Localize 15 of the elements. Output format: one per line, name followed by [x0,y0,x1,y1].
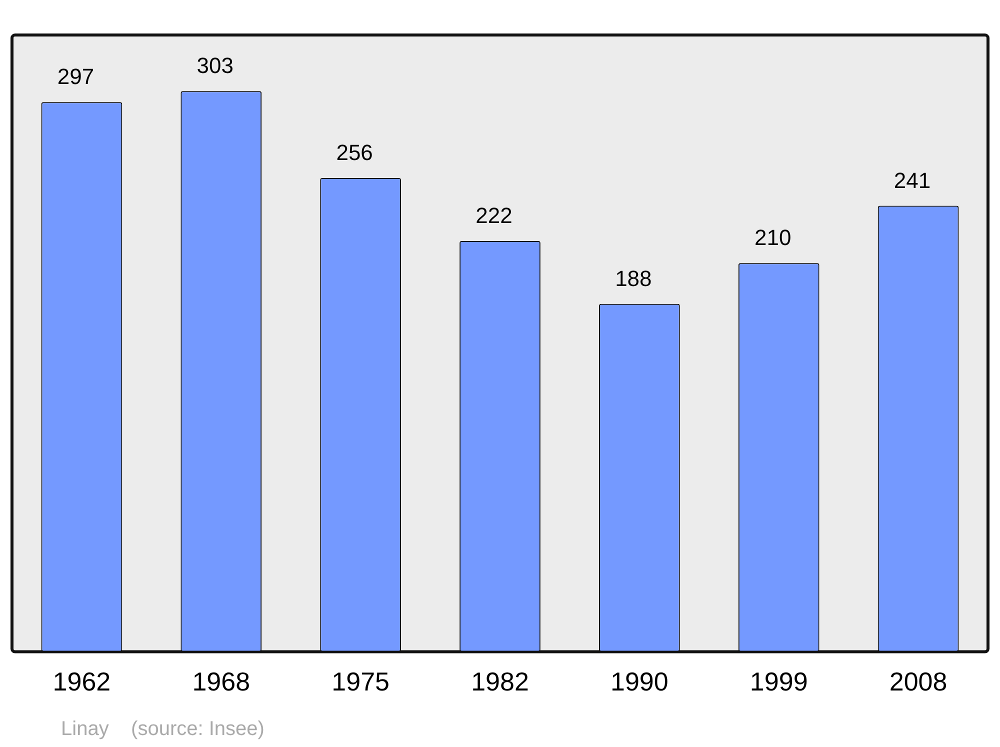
text: Linay (source: Insee) [61,718,264,741]
x-tick-label: 1982 [471,666,529,697]
x-tick-label: 1975 [332,666,390,697]
x-tick-label: 1990 [610,666,668,697]
data-label: 188 [615,266,652,291]
data-label: 297 [57,64,94,90]
data-label: 303 [196,53,234,78]
data-label: 256 [336,140,373,166]
x-tick-label: 2008 [889,666,948,697]
x-tick-label: 1968 [192,666,250,697]
data-label: 210 [754,225,792,250]
data-label: 222 [476,203,512,228]
data-label: 241 [894,168,931,193]
x-tick-label: 1962 [52,666,111,697]
x-tick-label: 1999 [750,666,808,697]
